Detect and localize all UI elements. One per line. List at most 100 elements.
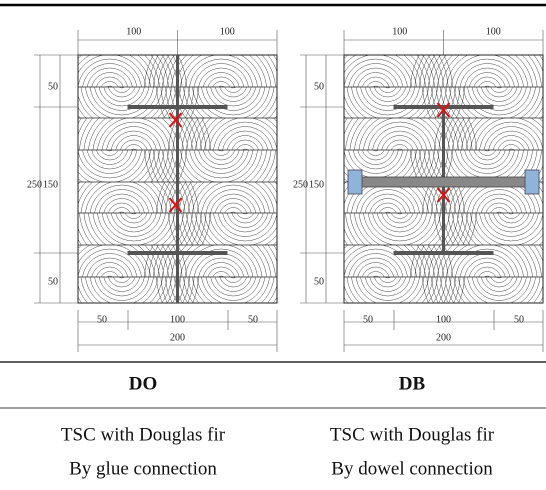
grain <box>360 87 416 111</box>
grain <box>201 184 266 213</box>
grain <box>201 213 211 245</box>
grain <box>207 266 235 277</box>
grain <box>144 245 160 277</box>
grain <box>352 67 399 87</box>
grain <box>78 248 142 277</box>
grain <box>480 277 518 292</box>
grain <box>189 150 254 179</box>
grain <box>217 126 273 150</box>
grain <box>410 55 426 87</box>
grain <box>91 72 129 87</box>
grain <box>217 213 273 237</box>
grain <box>462 118 473 150</box>
lamination <box>78 182 277 213</box>
grain <box>459 253 515 277</box>
grain <box>181 118 194 150</box>
grain <box>168 213 178 245</box>
cell: TSC with Douglas fir <box>330 424 495 445</box>
grain <box>130 148 138 150</box>
grain <box>189 58 254 87</box>
grain <box>438 277 447 303</box>
grain <box>450 245 524 277</box>
grain <box>492 135 530 150</box>
dim-label: 250 <box>293 179 308 190</box>
grain <box>172 277 181 303</box>
grain <box>89 184 154 213</box>
grain <box>205 189 261 213</box>
grain <box>362 266 390 277</box>
grain <box>366 150 385 156</box>
grain <box>208 213 277 245</box>
grain <box>96 150 124 161</box>
grain <box>86 67 133 87</box>
col-header: DO <box>129 373 158 394</box>
grain <box>169 87 181 118</box>
grain <box>184 245 258 277</box>
grain <box>445 87 456 118</box>
grain <box>219 202 247 213</box>
lamination <box>78 118 277 150</box>
grain <box>214 87 252 102</box>
grain <box>167 150 178 182</box>
grain <box>384 211 392 213</box>
grain <box>130 213 138 215</box>
grain <box>349 213 450 245</box>
grain <box>468 150 506 165</box>
dim-label: 50 <box>48 81 58 92</box>
grain <box>78 213 193 245</box>
grain <box>390 213 409 219</box>
grain <box>369 277 407 292</box>
grain <box>172 118 183 150</box>
dowel <box>347 176 540 188</box>
grain <box>502 213 521 219</box>
grain <box>344 55 413 87</box>
dim-label: 50 <box>314 276 324 287</box>
grain <box>438 150 449 182</box>
grain <box>471 277 527 301</box>
lamination <box>344 277 543 303</box>
grain <box>384 87 392 89</box>
grain <box>100 271 119 277</box>
grain <box>217 85 225 87</box>
grain <box>229 87 237 89</box>
grain <box>357 72 395 87</box>
grain <box>478 150 497 156</box>
grain <box>355 87 420 116</box>
grain <box>348 63 404 87</box>
grain <box>85 182 159 213</box>
grain <box>183 277 277 303</box>
grain <box>196 182 270 213</box>
grain <box>364 277 411 297</box>
grain <box>198 257 245 277</box>
grain <box>118 211 126 213</box>
grain <box>478 271 497 277</box>
dim-label: 100 <box>220 26 235 37</box>
grain <box>195 213 211 245</box>
grain <box>372 85 380 87</box>
grain <box>452 213 465 245</box>
grain <box>110 213 157 233</box>
grain <box>207 76 235 87</box>
grain <box>459 63 515 87</box>
grain <box>483 150 491 152</box>
lamination <box>78 277 277 303</box>
grain <box>483 126 539 150</box>
failure-mark <box>168 112 183 128</box>
grain <box>344 58 408 87</box>
grain <box>364 193 411 213</box>
grain <box>476 87 523 107</box>
grain <box>82 150 138 174</box>
lamination <box>78 150 277 182</box>
grain <box>192 277 199 303</box>
grain <box>86 257 133 277</box>
grain <box>201 87 266 116</box>
grain <box>174 277 183 303</box>
grain <box>467 213 477 245</box>
lamination <box>344 55 543 87</box>
grain <box>94 277 150 301</box>
grain <box>488 130 535 150</box>
grain <box>161 150 174 182</box>
grain <box>433 150 444 182</box>
grain <box>459 150 515 174</box>
cell: By dowel connection <box>331 458 493 479</box>
